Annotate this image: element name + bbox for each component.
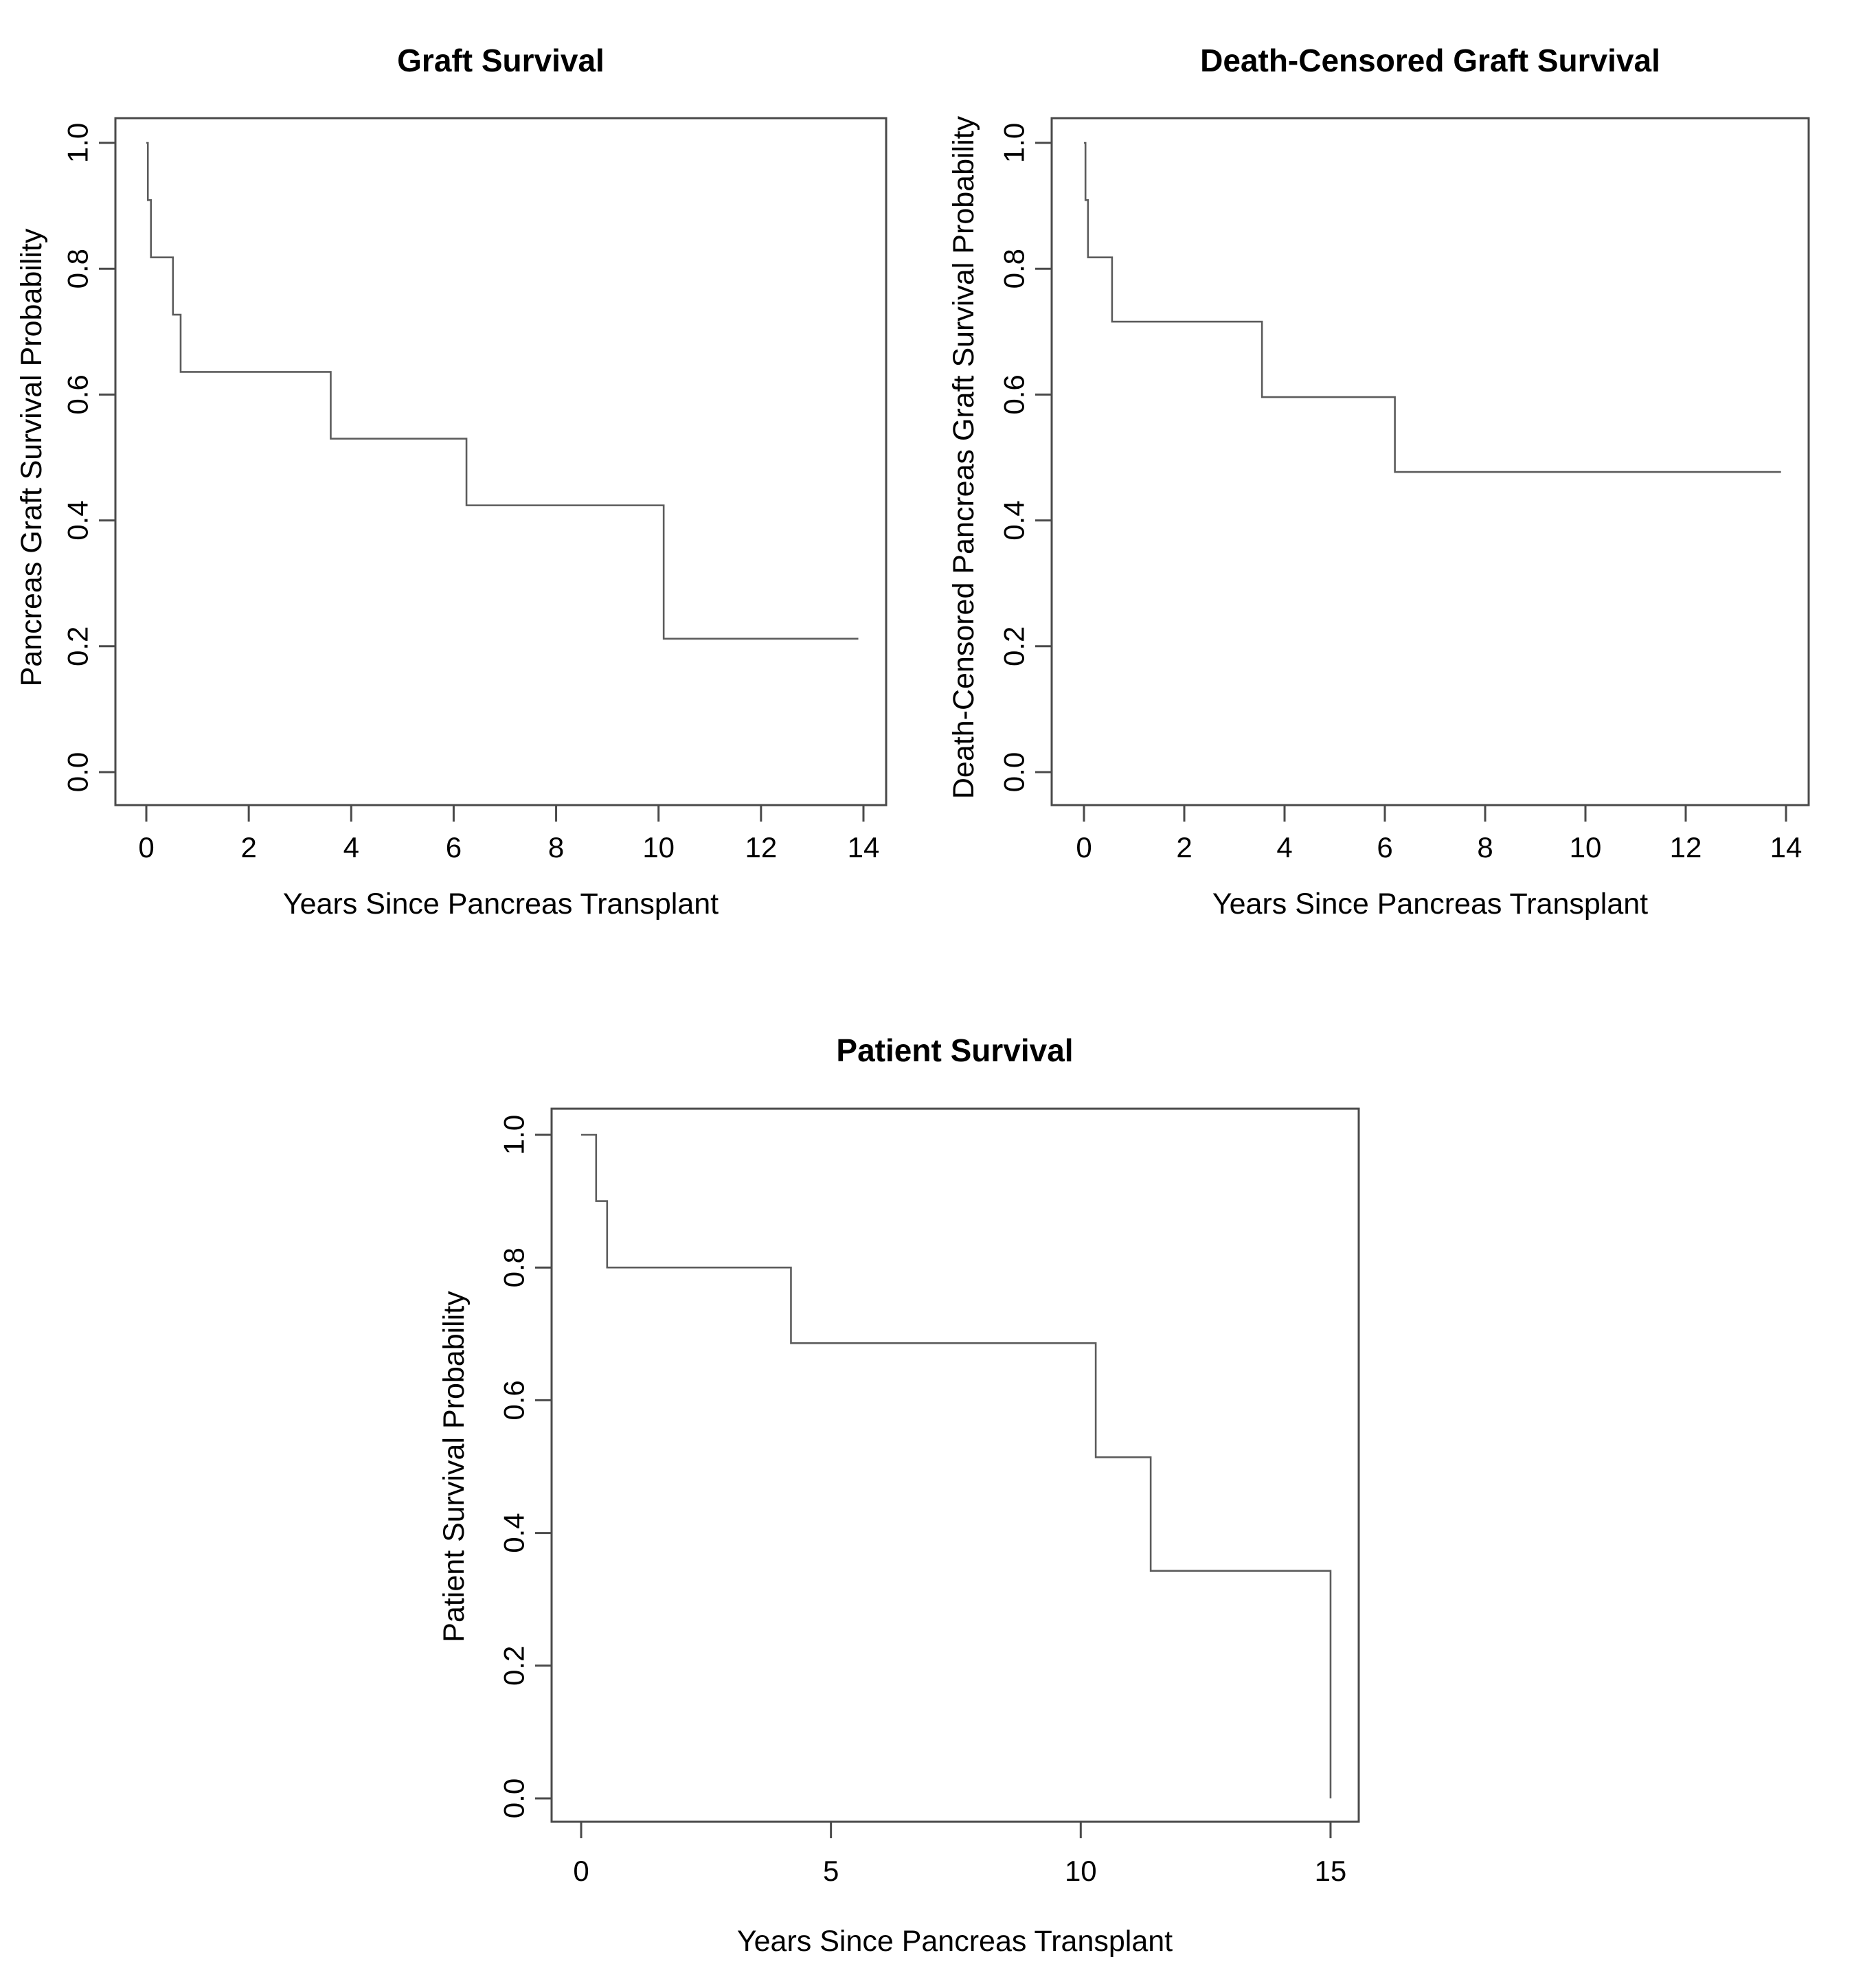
x-tick-label: 0 (1076, 831, 1092, 863)
x-axis-label: Years Since Pancreas Transplant (283, 888, 719, 920)
y-axis-label: Patient Survival Probability (438, 1291, 471, 1642)
chart-title: Graft Survival (397, 43, 604, 78)
x-tick-label: 12 (1670, 831, 1702, 863)
plot-box (114, 117, 888, 806)
survival-step-curve (1084, 142, 1781, 473)
y-tick-label: 0.0 (62, 752, 94, 792)
plot-death-censored-graft-survival: 0 2 4 6 8 10 12 14 0.0 0.2 0.4 0.6 0.8 1.0 Death-Censo… (947, 43, 1810, 920)
y-tick-label: 1.0 (998, 123, 1030, 163)
chart-title: Patient Survival (836, 1032, 1073, 1068)
y-tick-label: 0.8 (998, 249, 1030, 289)
x-tick-label: 8 (1477, 831, 1493, 863)
x-tick-label: 14 (848, 831, 880, 863)
survival-step-curve (146, 142, 859, 640)
x-tick-label: 10 (642, 831, 675, 863)
y-tick-label: 0.6 (62, 374, 94, 414)
x-tick-label: 2 (1176, 831, 1192, 863)
y-tick-label: 0.0 (998, 752, 1030, 792)
y-tick-label: 0.8 (498, 1247, 530, 1287)
x-tick-label: 12 (745, 831, 777, 863)
x-axis-label: Years Since Pancreas Transplant (737, 1925, 1173, 1958)
plot-box (550, 1107, 1360, 1823)
x-tick-label: 8 (548, 831, 564, 863)
x-tick-label: 6 (446, 831, 462, 863)
y-tick-label: 0.4 (498, 1513, 530, 1552)
plot-box (1050, 117, 1810, 806)
y-tick-label: 0.4 (62, 500, 94, 540)
y-tick-label: 0.6 (998, 374, 1030, 414)
y-tick-label: 1.0 (62, 123, 94, 163)
y-axis-label: Death-Censored Pancreas Graft Survival P… (947, 115, 980, 799)
x-tick-label: 10 (1065, 1855, 1097, 1887)
x-axis-label: Years Since Pancreas Transplant (1212, 888, 1648, 920)
y-tick-label: 1.0 (498, 1115, 530, 1155)
x-tick-label: 5 (823, 1855, 839, 1887)
x-tick-label: 4 (1276, 831, 1292, 863)
x-tick-label: 0 (573, 1855, 589, 1887)
x-tick-label: 14 (1770, 831, 1802, 863)
y-tick-label: 0.8 (62, 249, 94, 289)
x-tick-label: 10 (1570, 831, 1602, 863)
y-tick-label: 0.6 (498, 1380, 530, 1420)
plot-graft-survival: 0 2 4 6 8 10 12 14 0.0 0.2 0.4 0.6 0.8 1.0 Graft Survi… (15, 43, 888, 920)
x-tick-label: 15 (1315, 1855, 1347, 1887)
plot-patient-survival: 0 5 10 15 0.0 0.2 0.4 0.6 0.8 1.0 Patient Survival… (438, 1032, 1360, 1958)
y-axis-label: Pancreas Graft Survival Probability (15, 228, 48, 686)
x-tick-label: 2 (240, 831, 256, 863)
x-tick-label: 6 (1377, 831, 1392, 863)
y-tick-label: 0.0 (498, 1778, 530, 1818)
y-tick-label: 0.4 (998, 500, 1030, 540)
y-tick-label: 0.2 (498, 1646, 530, 1686)
x-tick-label: 0 (138, 831, 154, 863)
chart-title: Death-Censored Graft Survival (1200, 43, 1660, 78)
y-tick-label: 0.2 (62, 626, 94, 666)
survival-step-curve (581, 1133, 1332, 1798)
x-tick-label: 4 (343, 831, 359, 863)
y-tick-label: 0.2 (998, 626, 1030, 666)
